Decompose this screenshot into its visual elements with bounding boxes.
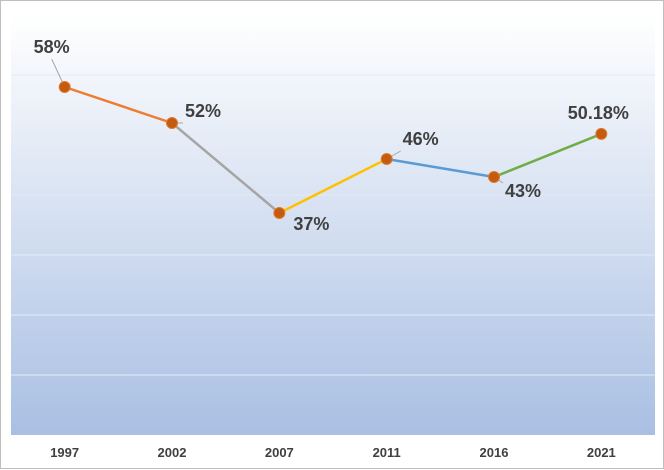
line-segment-1997-2002	[63, 85, 174, 125]
line-segment-2011-2016	[385, 157, 496, 179]
data-label-2002: 52%	[185, 101, 221, 121]
data-label-2011: 46%	[403, 129, 439, 149]
x-tick-label-2007: 2007	[265, 445, 294, 460]
plot-area	[11, 15, 655, 435]
data-label-2016: 43%	[505, 181, 541, 201]
data-point-2002[interactable]	[166, 117, 178, 129]
x-tick-label-2016: 2016	[480, 445, 509, 460]
data-label-1997: 58%	[34, 37, 70, 57]
x-tick-label-1997: 1997	[50, 445, 79, 460]
line-segment-2007-2011	[278, 157, 388, 215]
data-label-2007: 37%	[293, 214, 329, 234]
data-point-2016[interactable]	[488, 171, 500, 183]
data-point-1997[interactable]	[58, 81, 71, 93]
x-tick-label-2021: 2021	[587, 445, 616, 460]
data-point-2011[interactable]	[380, 153, 393, 165]
x-tick-label-2011: 2011	[373, 445, 401, 460]
data-label-2021: 50.18%	[568, 103, 629, 123]
data-point-2021[interactable]	[595, 127, 608, 140]
data-point-2007[interactable]	[273, 207, 286, 219]
x-tick-label-2002: 2002	[158, 445, 187, 460]
line-segment-2002-2007	[170, 121, 281, 215]
line-segment-2016-2021	[492, 132, 603, 179]
